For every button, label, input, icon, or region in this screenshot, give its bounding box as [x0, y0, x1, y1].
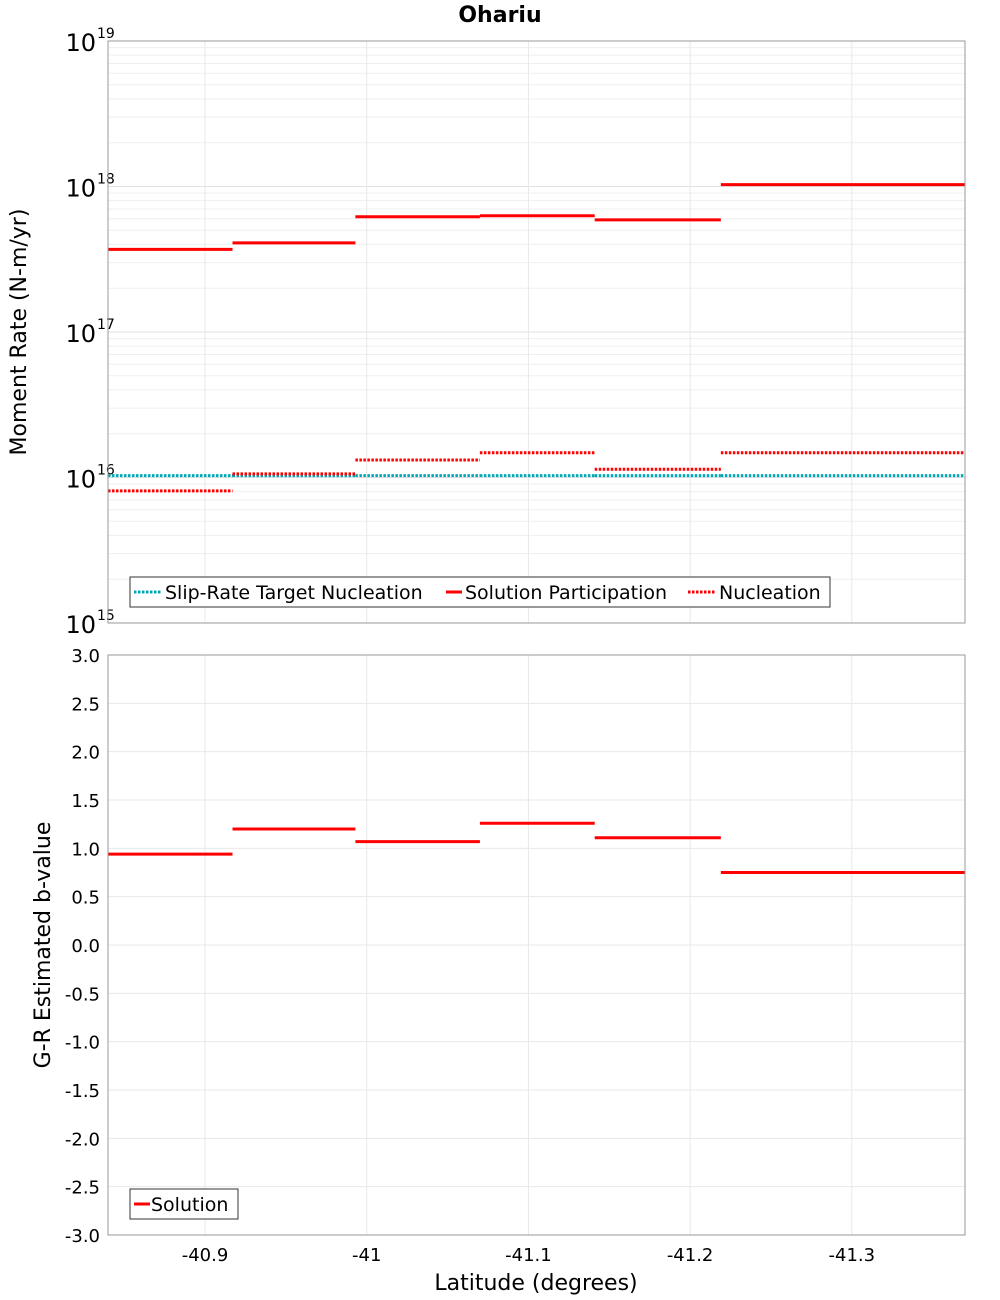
- top-y-tick-label-base: 10: [65, 320, 96, 348]
- bottom-y-tick-label: -1.0: [65, 1033, 100, 1054]
- bottom-y-tick-label: -3.0: [65, 1226, 100, 1247]
- top-y-tick-label-exponent: 15: [97, 608, 115, 624]
- bottom-y-tick-label: 3.0: [71, 646, 100, 667]
- top-y-tick-label-base: 10: [65, 466, 96, 494]
- x-axis-label: Latitude (degrees): [434, 1271, 637, 1296]
- top-gridlines: [108, 41, 965, 624]
- x-tick-label: -41: [352, 1245, 381, 1266]
- top-y-tick-label-base: 10: [65, 175, 96, 203]
- top-y-tick-label-exponent: 17: [97, 317, 115, 333]
- top-legend: Slip-Rate Target Nucleation Solution Part…: [129, 576, 831, 608]
- bottom-y-ticks: 3.0 2.5 2.0 1.5 1.0 0.5 0.0 -0.5 -1.0 -1.5 -2.0 -2.…: [65, 646, 100, 1247]
- x-tick-label: -41.1: [505, 1245, 552, 1266]
- top-legend-label: Slip-Rate Target Nucleation: [165, 582, 423, 604]
- bottom-y-tick-label: 0.0: [71, 936, 100, 957]
- top-y-tick-label-exponent: 18: [97, 172, 115, 188]
- top-y-axis-label: Moment Rate (N-m/yr): [7, 209, 32, 456]
- bottom-y-tick-label: -0.5: [65, 984, 100, 1005]
- top-y-tick-label-exponent: 19: [97, 26, 115, 42]
- bottom-y-tick-label: -1.5: [65, 1081, 100, 1102]
- bottom-y-tick-label: 1.0: [71, 839, 100, 860]
- chart-title: Ohariu: [458, 3, 541, 28]
- x-tick-label: -41.2: [667, 1245, 714, 1266]
- top-y-tick-label-base: 10: [65, 29, 96, 57]
- top-series: [108, 183, 965, 493]
- bottom-legend-label: Solution: [151, 1194, 228, 1216]
- x-tick-label: -40.9: [182, 1245, 229, 1266]
- bottom-y-tick-label: 0.5: [71, 888, 100, 909]
- bottom-y-tick-label: -2.0: [65, 1129, 100, 1150]
- bottom-x-ticks: -40.9 -41 -41.1 -41.2 -41.3: [182, 1245, 875, 1266]
- bottom-series: [108, 821, 965, 874]
- top-y-tick-label-base: 10: [65, 611, 96, 639]
- bottom-legend: Solution: [129, 1188, 239, 1220]
- bottom-plot-frame: [107, 654, 966, 1236]
- top-legend-label: Solution Participation: [465, 582, 667, 604]
- bottom-y-tick-label: 2.5: [71, 694, 100, 715]
- bottom-y-tick-label: 1.5: [71, 791, 100, 812]
- bottom-y-axis-label: G-R Estimated b-value: [31, 822, 56, 1069]
- top-plot-frame: [107, 40, 966, 624]
- bottom-y-tick-label: -2.5: [65, 1178, 100, 1199]
- top-legend-label: Nucleation: [719, 582, 821, 604]
- bottom-y-tick-label: 2.0: [71, 743, 100, 764]
- bottom-panel: 3.0 2.5 2.0 1.5 1.0 0.5 0.0 -0.5 -1.0 -1.5 -2.0 -2.…: [31, 646, 966, 1296]
- x-tick-label: -41.3: [829, 1245, 876, 1266]
